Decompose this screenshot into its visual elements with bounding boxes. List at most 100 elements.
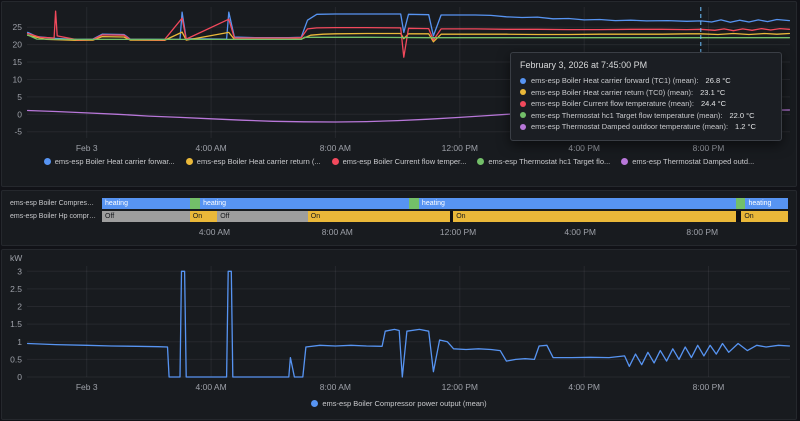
state-timeline-axis: 4:00 AM 8:00 AM 12:00 PM 4:00 PM 8:00 PM <box>10 227 788 240</box>
svg-text:25: 25 <box>13 22 23 32</box>
tooltip-series-label: ems-esp Thermostat hc1 Target flow tempe… <box>531 110 723 120</box>
legend-label: ems-esp Boiler Heat carrier forwar... <box>54 157 175 166</box>
svg-text:0: 0 <box>17 109 22 119</box>
legend-swatch-icon <box>331 158 339 165</box>
svg-text:4:00 PM: 4:00 PM <box>568 143 600 153</box>
tooltip-series-label: ems-esp Thermostat Damped outdoor temper… <box>531 122 729 131</box>
state-row-label: ems-esp Boiler Hp compressor <box>10 213 102 220</box>
svg-text:-5: -5 <box>14 127 22 137</box>
tooltip-series-label: ems-esp Boiler Heat carrier forward (TC1… <box>531 76 699 85</box>
legend-item[interactable]: ems-esp Boiler Compressor power output (… <box>311 399 487 408</box>
tooltip-series-label: ems-esp Boiler Heat carrier return (TC0)… <box>531 87 694 97</box>
power-chart-plot[interactable]: Feb 3 4:00 AM 8:00 AM 12:00 PM 4:00 PM 8:00 P… <box>2 250 796 396</box>
legend-item[interactable]: ems-esp Thermostat hc1 Target flo... <box>477 157 610 166</box>
tooltip-series-label: ems-esp Boiler Current flow temperature … <box>531 99 694 108</box>
tooltip-series-value: 26.8 °C <box>705 76 731 85</box>
svg-text:Feb 3: Feb 3 <box>76 382 98 392</box>
state-segment: heating <box>418 198 736 209</box>
svg-text:8:00 PM: 8:00 PM <box>693 143 725 153</box>
svg-text:8:00 AM: 8:00 AM <box>320 382 351 392</box>
svg-text:5: 5 <box>17 92 22 102</box>
state-segment: heating <box>200 198 409 209</box>
legend-item[interactable]: ems-esp Boiler Current flow temper... <box>331 157 467 166</box>
panel-temperatures: Feb 3 4:00 AM 8:00 AM 12:00 PM 4:00 PM 8:00 P… <box>1 1 797 187</box>
state-segment: On <box>741 211 788 222</box>
legend-item[interactable]: ems-esp Boiler Heat carrier forwar... <box>43 157 175 166</box>
legend-label: ems-esp Thermostat hc1 Target flo... <box>488 157 611 166</box>
temperature-legend: ems-esp Boiler Heat carrier forwar... ems… <box>2 157 796 166</box>
tooltip-series-row: ems-esp Boiler Heat carrier return (TC0)… <box>520 87 772 99</box>
tooltip-series-row: ems-esp Boiler Heat carrier forward (TC1… <box>520 75 772 87</box>
axis-tick-label: 8:00 AM <box>321 227 353 237</box>
svg-text:15: 15 <box>13 57 23 67</box>
state-track-compressor-activity[interactable]: heating heating heating heating <box>102 198 788 209</box>
svg-text:3: 3 <box>17 266 22 276</box>
state-row-compressor-activity: ems-esp Boiler Compressor acti... heatin… <box>10 198 788 209</box>
temperature-chart-wrap: Feb 3 4:00 AM 8:00 AM 12:00 PM 4:00 PM 8:00 P… <box>2 2 796 154</box>
svg-text:4:00 AM: 4:00 AM <box>196 382 227 392</box>
tooltip-series-value: 22.0 °C <box>729 110 755 120</box>
legend-swatch-icon <box>185 158 193 165</box>
state-segment: heating <box>102 198 190 209</box>
svg-text:0.5: 0.5 <box>10 354 22 364</box>
state-row-label: ems-esp Boiler Compressor acti... <box>10 200 102 207</box>
svg-text:kW: kW <box>10 253 22 263</box>
state-segment: Off <box>102 211 190 222</box>
tooltip-series-value: 1.2 °C <box>735 122 756 131</box>
state-row-hp-compressor: ems-esp Boiler Hp compressor Off On Off On O… <box>10 211 788 222</box>
svg-text:12:00 PM: 12:00 PM <box>442 143 478 153</box>
legend-swatch-icon <box>311 400 319 407</box>
legend-label: ems-esp Boiler Compressor power output (… <box>322 399 487 408</box>
svg-text:20: 20 <box>13 40 23 50</box>
series-color-icon <box>520 123 526 130</box>
axis-tick-label: 8:00 PM <box>686 227 719 237</box>
tooltip-series-value: 23.1 °C <box>700 87 726 97</box>
svg-text:8:00 PM: 8:00 PM <box>693 382 725 392</box>
svg-text:1.5: 1.5 <box>10 319 22 329</box>
svg-text:12:00 PM: 12:00 PM <box>442 382 478 392</box>
tooltip-series-value: 24.4 °C <box>700 99 727 108</box>
svg-text:8:00 AM: 8:00 AM <box>320 143 351 153</box>
legend-item[interactable]: ems-esp Boiler Heat carrier return (... <box>185 157 321 166</box>
legend-label: ems-esp Boiler Heat carrier return (... <box>196 157 321 166</box>
svg-text:0: 0 <box>17 372 22 382</box>
svg-text:4:00 PM: 4:00 PM <box>568 382 600 392</box>
state-segment: Off <box>217 211 308 222</box>
series-color-icon <box>520 89 526 96</box>
legend-label: ems-esp Thermostat Damped outd... <box>632 157 755 166</box>
state-segment <box>735 198 746 209</box>
state-segment: heating <box>745 198 788 209</box>
svg-text:1: 1 <box>17 337 22 347</box>
state-segment <box>408 198 419 209</box>
chart-tooltip: February 3, 2026 at 7:45:00 PM ems-esp B… <box>510 52 782 141</box>
state-segment: On <box>307 211 450 222</box>
tooltip-series-row: ems-esp Boiler Current flow temperature … <box>520 98 772 110</box>
svg-text:2.5: 2.5 <box>10 284 22 294</box>
axis-tick-label: 12:00 PM <box>439 227 477 237</box>
svg-text:2: 2 <box>17 302 22 312</box>
legend-swatch-icon <box>43 158 51 165</box>
tooltip-series-row: ems-esp Thermostat Damped outdoor temper… <box>520 121 772 133</box>
state-segment: On <box>189 211 218 222</box>
legend-item[interactable]: ems-esp Thermostat Damped outd... <box>621 157 754 166</box>
legend-swatch-icon <box>477 158 485 165</box>
state-segment <box>189 198 201 209</box>
state-timeline-axis-labels: 4:00 AM 8:00 AM 12:00 PM 4:00 PM 8:00 PM <box>102 227 788 240</box>
series-color-icon <box>520 77 526 84</box>
svg-text:Feb 3: Feb 3 <box>76 143 98 153</box>
tooltip-rows: ems-esp Boiler Heat carrier forward (TC1… <box>520 75 772 133</box>
axis-tick-label: 4:00 PM <box>564 227 596 237</box>
legend-swatch-icon <box>621 158 629 165</box>
svg-text:10: 10 <box>13 75 23 85</box>
series-color-icon <box>520 112 526 119</box>
panel-power-output: Feb 3 4:00 AM 8:00 AM 12:00 PM 4:00 PM 8:00 P… <box>1 249 797 420</box>
panel-states: ems-esp Boiler Compressor acti... heatin… <box>1 190 797 246</box>
axis-tick-label: 4:00 AM <box>198 227 231 237</box>
svg-text:4:00 AM: 4:00 AM <box>196 143 227 153</box>
state-track-hp-compressor[interactable]: Off On Off On On On <box>102 211 788 222</box>
legend-label: ems-esp Boiler Current flow temper... <box>342 157 467 166</box>
series-color-icon <box>520 100 526 107</box>
tooltip-series-row: ems-esp Thermostat hc1 Target flow tempe… <box>520 110 772 122</box>
power-legend: ems-esp Boiler Compressor power output (… <box>2 399 796 408</box>
tooltip-timestamp: February 3, 2026 at 7:45:00 PM <box>520 60 648 70</box>
